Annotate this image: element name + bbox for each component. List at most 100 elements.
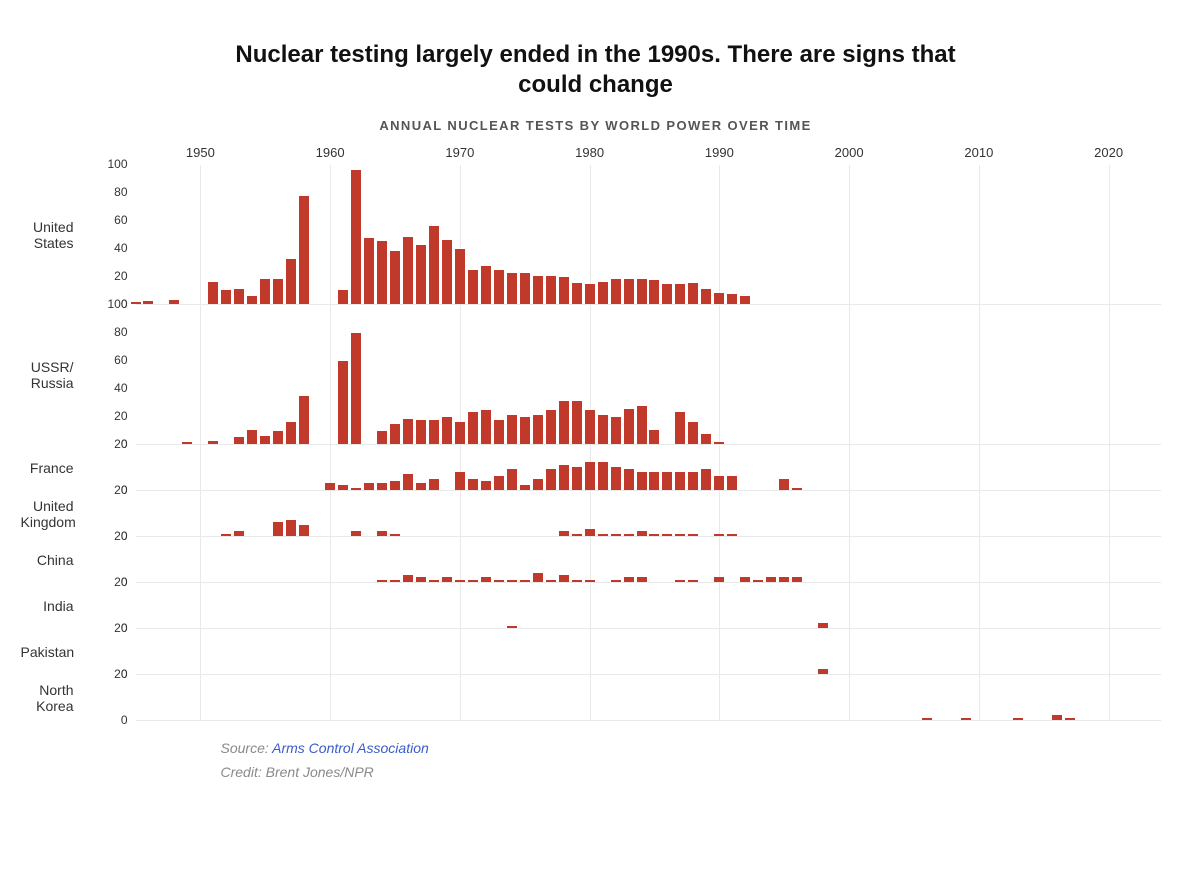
bar [792, 577, 802, 582]
bar [675, 472, 685, 490]
bar [559, 531, 569, 536]
country-label: India [21, 597, 74, 613]
y-axis-tick: 20 [114, 410, 127, 422]
bar [585, 580, 595, 582]
bar [507, 415, 517, 444]
y-axis-tick: 100 [107, 158, 127, 170]
bar [338, 485, 348, 490]
bar [598, 282, 608, 304]
bar [234, 289, 244, 304]
bar [442, 417, 452, 444]
bar [377, 531, 387, 536]
bar [507, 273, 517, 304]
bar [662, 534, 672, 536]
source-link[interactable]: Arms Control Association [272, 740, 429, 756]
bar [494, 420, 504, 444]
bar [701, 434, 711, 444]
country-label: China [21, 551, 74, 567]
bars [136, 305, 1161, 444]
y-axis-tick: 20 [114, 270, 127, 282]
bar [572, 534, 582, 536]
credit-line: Credit: Brent Jones/NPR [221, 761, 1171, 785]
bar [727, 294, 737, 304]
bar [260, 436, 270, 444]
bar [637, 406, 647, 444]
bar [208, 282, 218, 304]
bar [455, 249, 465, 304]
country-label: France [21, 459, 74, 475]
bars [136, 583, 1161, 628]
bar [688, 422, 698, 444]
bar [714, 293, 724, 304]
bar [481, 266, 491, 304]
x-axis: 19501960197019801990200020102020 [136, 143, 1161, 165]
bar [494, 476, 504, 490]
x-axis-tick: 2020 [1094, 145, 1123, 160]
x-axis-tick: 1980 [575, 145, 604, 160]
bar [403, 237, 413, 304]
bar [131, 302, 141, 304]
bar [221, 534, 231, 536]
bar [403, 419, 413, 444]
bar [637, 577, 647, 582]
bar [351, 170, 361, 304]
bar [533, 415, 543, 444]
bar [520, 417, 530, 444]
bar [468, 270, 478, 304]
bar [429, 420, 439, 444]
bar [598, 534, 608, 536]
y-axis-tick: 80 [114, 326, 127, 338]
bar [714, 577, 724, 582]
bar [390, 481, 400, 490]
bar [779, 479, 789, 491]
bar [416, 245, 426, 304]
chart-container: Nuclear testing largely ended in the 199… [21, 40, 1171, 785]
bar [299, 525, 309, 537]
source-label: Source: [221, 740, 273, 756]
bar [546, 580, 556, 582]
bar [701, 469, 711, 490]
bar [507, 580, 517, 582]
credit-block: Source: Arms Control Association Credit:… [21, 737, 1171, 785]
bars [136, 629, 1161, 674]
bar [494, 580, 504, 582]
panel: North Korea020 [136, 675, 1161, 721]
y-axis-tick: 20 [114, 622, 127, 634]
bar [572, 283, 582, 304]
bars [136, 165, 1161, 304]
y-axis: 020406080100 [73, 165, 128, 304]
panel: Pakistan020 [136, 629, 1161, 675]
chart-area: 19501960197019801990200020102020 United … [21, 143, 1171, 721]
y-axis-tick: 20 [114, 668, 127, 680]
x-axis-tick: 1970 [445, 145, 474, 160]
bar [1052, 715, 1062, 720]
bar [649, 534, 659, 536]
bar [675, 412, 685, 444]
bar [273, 279, 283, 304]
bar [779, 577, 789, 582]
y-axis-tick: 40 [114, 382, 127, 394]
bar [753, 580, 763, 582]
bar [247, 430, 257, 444]
bar [338, 361, 348, 444]
bar [611, 279, 621, 304]
bar [818, 669, 828, 674]
bar [351, 488, 361, 490]
bar [429, 226, 439, 304]
bar [818, 623, 828, 628]
bar [169, 300, 179, 304]
bar [364, 238, 374, 304]
y-axis: 020 [73, 675, 128, 720]
panel: United Kingdom020 [136, 491, 1161, 537]
bar [688, 580, 698, 582]
y-axis-tick: 80 [114, 186, 127, 198]
bars [136, 491, 1161, 536]
bar [390, 424, 400, 444]
bar [675, 580, 685, 582]
bar [585, 529, 595, 536]
bar [468, 479, 478, 491]
bar [507, 469, 517, 490]
bar [701, 289, 711, 304]
panel: France020 [136, 445, 1161, 491]
bars [136, 445, 1161, 490]
